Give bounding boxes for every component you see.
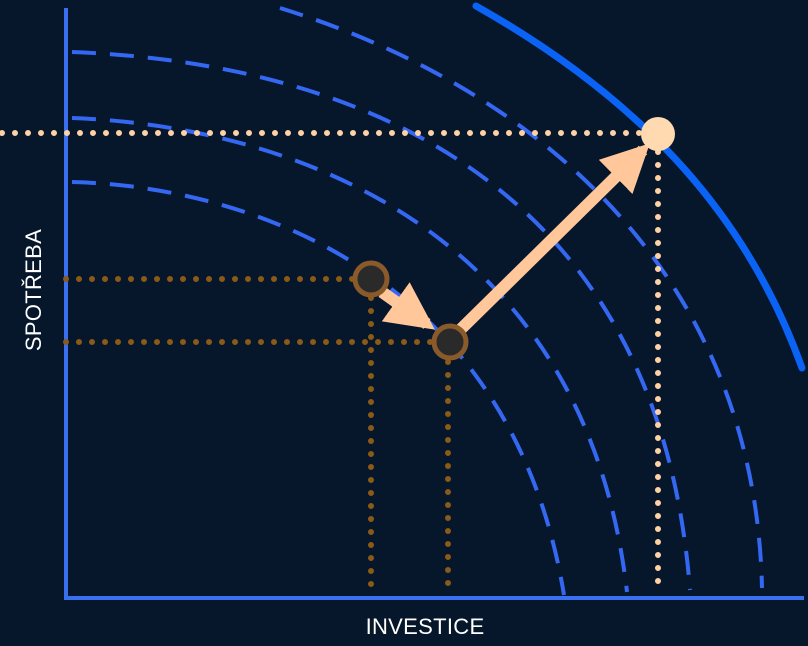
frontier-curve-solid (472, 2, 806, 372)
point-end (641, 117, 675, 151)
point-middle (431, 323, 469, 361)
frontier-curve-dashed-2 (71, 116, 629, 593)
frontier-curve-dashed-1 (71, 180, 566, 596)
x-axis-label: INVESTICE (365, 614, 485, 639)
arrow-middle-to-end (455, 143, 650, 335)
y-axis-label: SPOTŘEBA (21, 228, 46, 352)
point-start (352, 260, 390, 298)
frontier-curve-dashed-4 (279, 6, 764, 589)
arrow-start-to-middle (378, 282, 435, 330)
